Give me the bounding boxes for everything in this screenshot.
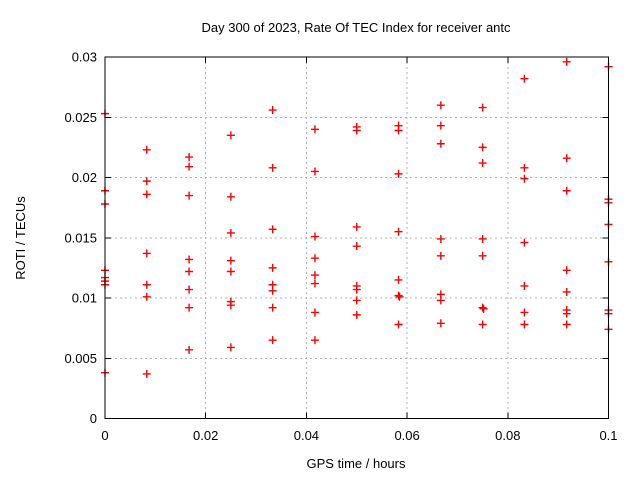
- data-point-marker: [394, 169, 403, 178]
- data-point-marker: [520, 238, 529, 247]
- data-point-marker: [562, 154, 571, 163]
- data-point-marker: [142, 177, 151, 186]
- x-tick-label: 0.08: [495, 428, 520, 443]
- chart-title: Day 300 of 2023, Rate Of TEC Index for r…: [201, 20, 511, 35]
- data-point-marker: [185, 255, 194, 264]
- x-tick-label: 0.04: [294, 428, 319, 443]
- data-point-marker: [520, 320, 529, 329]
- y-tick-label: 0.025: [64, 110, 97, 125]
- data-point-marker: [226, 267, 235, 276]
- data-point-marker: [226, 228, 235, 237]
- x-tick-label: 0: [101, 428, 108, 443]
- data-point-marker: [478, 103, 487, 112]
- data-point-marker: [436, 139, 445, 148]
- data-point-marker: [436, 234, 445, 243]
- data-point-marker: [436, 251, 445, 260]
- data-point-marker: [268, 286, 277, 295]
- data-point-marker: [268, 263, 277, 272]
- data-point-marker: [352, 285, 361, 294]
- data-point-marker: [562, 287, 571, 296]
- x-tick-label: 0.02: [193, 428, 218, 443]
- data-point-marker: [310, 232, 319, 241]
- y-tick-label: 0.01: [72, 291, 97, 306]
- data-point-marker: [352, 126, 361, 135]
- data-point-marker: [562, 309, 571, 318]
- data-point-marker: [268, 163, 277, 172]
- data-point-marker: [562, 57, 571, 66]
- data-point-marker: [226, 301, 235, 310]
- data-point-marker: [268, 303, 277, 312]
- data-point-marker: [268, 225, 277, 234]
- y-axis-label: ROTI / TECUs: [13, 196, 28, 280]
- data-point-marker: [310, 254, 319, 263]
- data-point-marker: [185, 162, 194, 171]
- data-point-marker: [436, 101, 445, 110]
- data-point-marker: [310, 308, 319, 317]
- data-point-marker: [478, 234, 487, 243]
- data-point-marker: [310, 271, 319, 280]
- data-point-marker: [352, 296, 361, 305]
- data-point-marker: [520, 308, 529, 317]
- data-point-marker: [562, 320, 571, 329]
- data-point-marker: [478, 251, 487, 260]
- x-axis-label: GPS time / hours: [307, 456, 406, 471]
- data-point-marker: [185, 153, 194, 162]
- y-tick-label: 0.02: [72, 170, 97, 185]
- data-point-marker: [394, 320, 403, 329]
- data-point-marker: [520, 174, 529, 183]
- data-point-marker: [226, 256, 235, 265]
- y-tick-label: 0.015: [64, 230, 97, 245]
- data-point-marker: [142, 145, 151, 154]
- data-point-marker: [352, 242, 361, 251]
- data-point-marker: [478, 320, 487, 329]
- data-point-marker: [436, 121, 445, 130]
- data-point-marker: [436, 319, 445, 328]
- data-point-marker: [142, 190, 151, 199]
- data-point-marker: [226, 131, 235, 140]
- data-point-marker: [226, 343, 235, 352]
- data-point-marker: [478, 159, 487, 168]
- data-point-marker: [310, 279, 319, 288]
- data-point-marker: [185, 303, 194, 312]
- data-point-marker: [436, 296, 445, 305]
- data-point-marker: [395, 292, 404, 301]
- data-point-marker: [268, 106, 277, 115]
- x-tick-label: 0.06: [394, 428, 419, 443]
- data-point-marker: [185, 285, 194, 294]
- x-tick-label: 0.1: [599, 428, 617, 443]
- data-point-marker: [142, 249, 151, 258]
- data-point-marker: [142, 280, 151, 289]
- data-point-marker: [226, 192, 235, 201]
- y-tick-label: 0.005: [64, 351, 97, 366]
- data-point-marker: [352, 222, 361, 231]
- data-point-marker: [479, 304, 488, 313]
- data-point-marker: [520, 163, 529, 172]
- data-point-marker: [185, 191, 194, 200]
- data-point-marker: [352, 310, 361, 319]
- data-point-marker: [310, 125, 319, 134]
- data-point-marker: [478, 303, 487, 312]
- data-point-marker: [520, 74, 529, 83]
- data-point-marker: [394, 227, 403, 236]
- y-tick-label: 0: [90, 411, 97, 426]
- data-point-marker: [310, 167, 319, 176]
- data-point-marker: [142, 292, 151, 301]
- data-point-marker: [394, 275, 403, 284]
- data-point-marker: [185, 267, 194, 276]
- data-point-marker: [185, 345, 194, 354]
- data-point-marker: [310, 336, 319, 345]
- data-point-marker: [142, 369, 151, 378]
- data-point-marker: [562, 266, 571, 275]
- data-point-marker: [562, 186, 571, 195]
- data-point-marker: [394, 291, 403, 300]
- data-point-marker: [478, 143, 487, 152]
- plot-generated-layer: 0 0.02 0.04 0.06 0.08 0.1 0 0.005 0.01 0.015 0.02 0…: [64, 50, 617, 444]
- data-point-marker: [268, 336, 277, 345]
- y-tick-label: 0.03: [72, 50, 97, 65]
- data-point-marker: [520, 281, 529, 290]
- data-point-marker: [394, 126, 403, 135]
